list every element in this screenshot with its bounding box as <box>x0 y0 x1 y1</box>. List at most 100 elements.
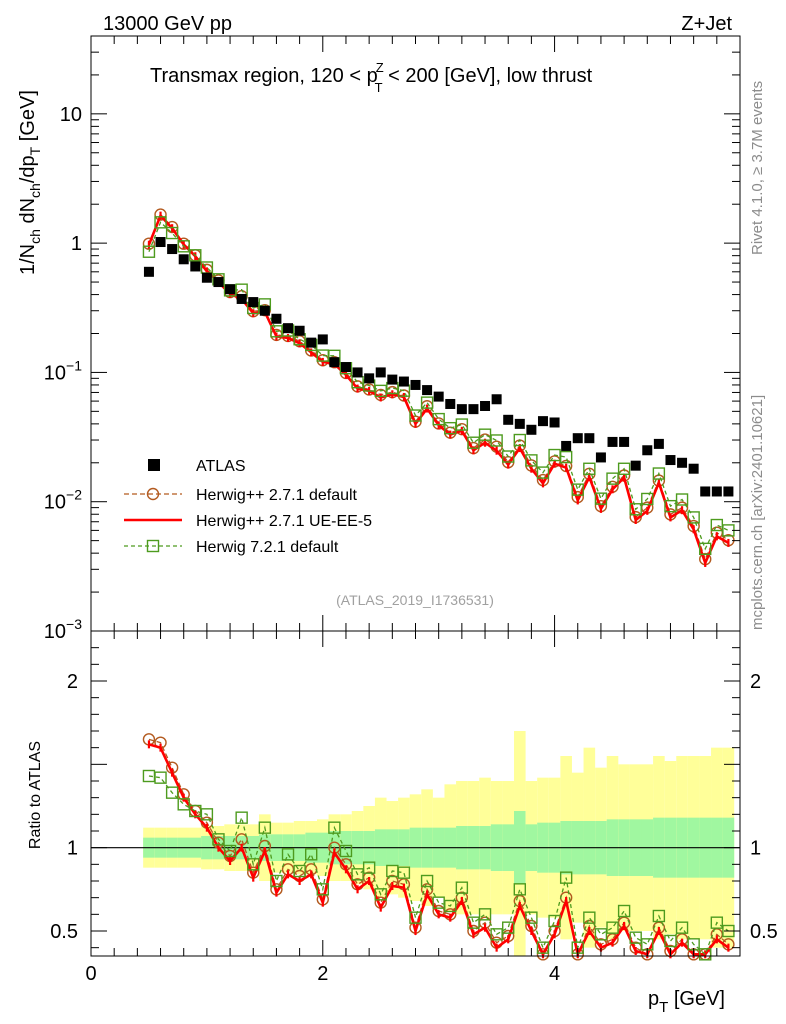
ratio-y-tick-label-right: 0.5 <box>750 921 778 943</box>
herwig-7-2-1-default-ratio-point <box>235 811 248 824</box>
main-y-tick-label: 1 <box>71 233 82 255</box>
atlas-data-point <box>398 376 409 387</box>
herwig-7-2-1-default-main-point <box>629 503 642 516</box>
legend-marker <box>146 487 160 501</box>
plot-title-pre: Transmax region, 120 < p <box>150 65 378 87</box>
ratio-y-tick-label-right: 1 <box>750 838 761 860</box>
atlas-data-point <box>306 337 317 348</box>
atlas-data-point <box>248 297 259 308</box>
x-axis-label: pT [GeV] <box>648 988 725 1016</box>
legend-label: Herwig 7.2.1 default <box>196 539 339 556</box>
atlas-data-point <box>711 486 722 497</box>
ratio-y-tick-label-left: 0.5 <box>50 921 78 943</box>
header-energy: 13000 GeV pp <box>103 13 232 35</box>
herwig-7-2-1-default-ratio-point <box>490 928 503 941</box>
plot-title: Transmax region, 120 < pZ T < 200 [GeV], … <box>150 60 593 95</box>
herwig-7-2-1-default-ratio-point <box>606 921 619 934</box>
herwig-7-2-1-default-ratio-point <box>304 848 318 861</box>
atlas-data-point <box>294 325 305 336</box>
atlas-data-point <box>155 237 166 248</box>
herwig-7-2-1-default-ratio-line <box>148 775 729 956</box>
herwig-7-2-1-default-main-point <box>165 226 179 240</box>
herwig-2-7-1-default-main-point <box>154 208 167 221</box>
herwig-7-2-1-default-ratio-point <box>316 883 329 896</box>
herwig-7-2-1-default-main-point <box>189 249 202 262</box>
herwig-7-2-1-default-main-point <box>664 499 677 513</box>
herwig-7-2-1-default-ratio-point <box>444 899 457 913</box>
herwig-7-2-1-default-main-point <box>536 466 550 479</box>
main-plot-frame <box>90 35 741 632</box>
herwig-2-7-1-default-main-point <box>142 237 156 250</box>
herwig-7-2-1-default-ratio-point <box>165 786 179 799</box>
plot-title-sub: T <box>375 80 383 95</box>
header-process: Z+Jet <box>681 13 732 35</box>
x-tick-label: 0 <box>85 963 96 985</box>
herwig-7-2-1-default-main-point <box>420 396 434 409</box>
atlas-data-point <box>480 400 491 411</box>
herwig-7-2-1-default-ratio-point <box>664 934 677 948</box>
herwig-7-2-1-default-ratio-point <box>351 868 364 881</box>
main-panel <box>142 208 735 567</box>
herwig-7-2-1-default-main-point <box>502 450 515 463</box>
herwig-7-2-1-default-main-point <box>699 542 712 556</box>
mcplots-label: mcplots.cern.ch [arXiv:2401.10621] <box>749 395 766 630</box>
herwig-7-2-1-default-ratio-point <box>362 861 376 874</box>
atlas-data-point <box>445 398 456 409</box>
herwig-7-2-1-default-ratio-point <box>212 833 225 846</box>
legend-marker-atlas <box>148 459 160 471</box>
atlas-data-point <box>537 416 548 427</box>
atlas-data-point <box>375 367 386 378</box>
atlas-data-point <box>236 293 247 304</box>
x-tick-label: 4 <box>549 963 560 985</box>
herwig-7-2-1-default-ratio-point <box>247 858 260 871</box>
herwig-7-2-1-default-ratio-point <box>154 771 167 784</box>
herwig-7-2-1-default-ratio-point <box>699 948 712 961</box>
atlas-data-point <box>642 445 653 456</box>
atlas-data-point <box>410 379 421 390</box>
atlas-data-point <box>178 254 189 265</box>
herwig-7-2-1-default-ratio-point <box>548 914 561 928</box>
herwig-7-2-1-default-ratio-point <box>594 928 608 941</box>
atlas-data-point <box>456 404 467 415</box>
legend-marker <box>146 539 160 553</box>
atlas-data-point <box>677 457 688 468</box>
herwig-7-2-1-default-ratio-point <box>409 911 422 924</box>
herwig-7-2-1-default-main-point <box>513 433 527 447</box>
atlas-data-point <box>561 440 572 451</box>
ratio-y-tick-label-left: 1 <box>67 838 78 860</box>
ratio-y-tick-label-left: 2 <box>67 671 78 693</box>
herwig-7-2-1-default-ratio-point <box>177 798 190 811</box>
rivet-version-label: Rivet 4.1.0, ≥ 3.7M events <box>749 81 766 255</box>
plot-title-post: < 200 [GeV], low thrust <box>383 65 593 87</box>
herwig-7-2-1-default-ratio-point <box>223 844 237 858</box>
herwig-7-2-1-default-main-point <box>675 493 689 506</box>
herwig-7-2-1-default-main-point <box>559 450 573 464</box>
atlas-data-point <box>433 391 444 402</box>
main-y-tick-label: 10−3 <box>44 616 82 643</box>
herwig-7-2-1-default-main-point <box>641 492 654 506</box>
herwig-7-2-1-default-main-point <box>409 409 422 422</box>
herwig-7-2-1-default-main-point <box>525 454 538 467</box>
herwig-7-2-1-default-main-point <box>490 434 503 447</box>
atlas-data-point <box>572 433 583 444</box>
herwig-7-2-1-default-main-point <box>594 492 608 505</box>
legend: ATLAS Herwig++ 2.7.1 default Herwig++ 2.7.… <box>124 458 372 556</box>
herwig-7-2-1-default-ratio-point <box>293 864 306 878</box>
herwig-7-2-1-default-ratio-point <box>467 916 480 929</box>
herwig-7-2-1-default-ratio-point <box>583 911 596 924</box>
herwig-7-2-1-default-main-point <box>154 216 167 229</box>
atlas-data-point <box>653 438 664 449</box>
herwig-7-2-1-default-ratio-point <box>420 874 434 888</box>
atlas-data-point <box>317 334 328 345</box>
atlas-data-point <box>526 424 537 435</box>
herwig-7-2-1-default-ratio-point <box>652 909 666 923</box>
atlas-data-point <box>167 244 178 255</box>
atlas-data-point <box>283 323 294 334</box>
herwig-7-2-1-default-main-point <box>652 467 666 480</box>
herwig-7-2-1-default-ratio-point <box>374 888 387 901</box>
atlas-data-point <box>595 452 606 463</box>
atlas-data-point <box>422 385 433 396</box>
main-y-tick-label: 10−1 <box>44 357 82 384</box>
atlas-data-point <box>143 266 154 277</box>
atlas-data-point <box>700 486 711 497</box>
